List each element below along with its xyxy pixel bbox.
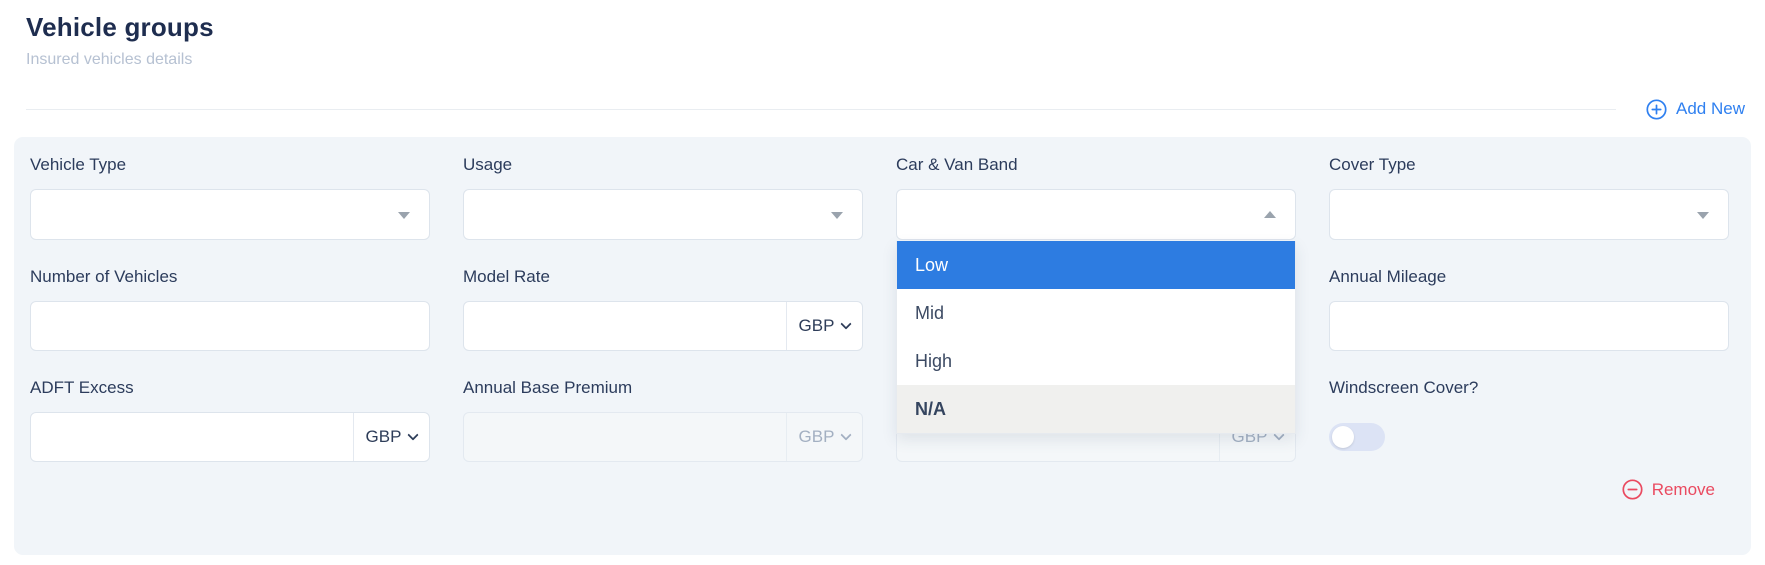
cover-type-select[interactable] (1329, 189, 1729, 240)
menu-option-mid[interactable]: Mid (915, 302, 945, 323)
menu-option-high[interactable]: High (915, 350, 953, 371)
usage-select[interactable] (463, 189, 863, 240)
vehicle-group-card: Vehicle Type Usage Car & Van Band Low Mi… (14, 137, 1751, 555)
field-vehicle-type: Vehicle Type (30, 155, 430, 240)
add-new-button[interactable]: Add New (1646, 98, 1751, 120)
chevron-down-icon (831, 211, 843, 219)
field-windscreen-cover: Windscreen Cover? (1329, 378, 1729, 462)
add-new-label: Add New (1676, 99, 1745, 118)
windscreen-cover-toggle[interactable] (1329, 423, 1385, 451)
usage-label: Usage (463, 155, 513, 174)
model-rate-currency-select[interactable]: GBP (786, 302, 862, 350)
chevron-down-icon (1697, 211, 1709, 219)
annual-base-premium-currency-select: GBP (786, 413, 862, 461)
windscreen-cover-label: Windscreen Cover? (1329, 378, 1479, 397)
model-rate-input[interactable] (464, 302, 786, 350)
chevron-down-icon (398, 211, 410, 219)
page-header: Vehicle groups Insured vehicles details (0, 0, 1765, 69)
remove-button[interactable]: Remove (1622, 479, 1721, 500)
chevron-down-icon (407, 429, 420, 441)
field-usage: Usage (463, 155, 863, 240)
header-divider (26, 108, 1617, 110)
car-van-band-select[interactable] (896, 189, 1296, 240)
field-cover-type: Cover Type (1329, 155, 1729, 240)
remove-label: Remove (1651, 479, 1715, 499)
vehicle-type-label: Vehicle Type (30, 155, 127, 174)
chevron-down-icon (840, 429, 853, 441)
currency-label: GBP (798, 427, 835, 446)
annual-base-premium-input (464, 413, 786, 461)
currency-label: GBP (365, 427, 402, 446)
field-annual-base-premium: Annual Base Premium GBP (463, 378, 863, 462)
page-title: Vehicle groups (26, 12, 214, 42)
chevron-up-icon (1264, 210, 1276, 218)
menu-option-na[interactable]: N/A (897, 385, 1295, 433)
model-rate-label: Model Rate (463, 267, 550, 286)
menu-option-low[interactable]: Low (897, 241, 1295, 289)
plus-circle-icon (1646, 98, 1667, 120)
annual-mileage-label: Annual Mileage (1329, 267, 1447, 286)
field-model-rate: Model Rate GBP (463, 267, 863, 351)
field-number-of-vehicles: Number of Vehicles (30, 267, 430, 351)
adft-excess-input[interactable] (31, 413, 353, 461)
adft-excess-label: ADFT Excess (30, 378, 134, 397)
field-car-van-band: Car & Van Band Low Mid High N/A (896, 155, 1296, 434)
annual-mileage-input[interactable] (1329, 301, 1729, 351)
number-of-vehicles-label: Number of Vehicles (30, 267, 178, 286)
adft-excess-currency-select[interactable]: GBP (353, 413, 429, 461)
toggle-knob (1332, 426, 1354, 448)
field-adft-excess: ADFT Excess GBP (30, 378, 430, 462)
vehicle-type-select[interactable] (30, 189, 430, 240)
minus-circle-icon (1622, 479, 1643, 500)
car-van-band-label: Car & Van Band (896, 155, 1018, 174)
annual-base-premium-label: Annual Base Premium (463, 378, 633, 397)
cover-type-label: Cover Type (1329, 155, 1416, 174)
page-subtitle: Insured vehicles details (26, 51, 193, 68)
field-annual-mileage: Annual Mileage (1329, 267, 1729, 351)
car-van-band-menu: Low Mid High N/A (896, 241, 1296, 434)
chevron-down-icon (840, 318, 853, 330)
number-of-vehicles-input[interactable] (30, 301, 430, 351)
currency-label: GBP (798, 316, 835, 335)
